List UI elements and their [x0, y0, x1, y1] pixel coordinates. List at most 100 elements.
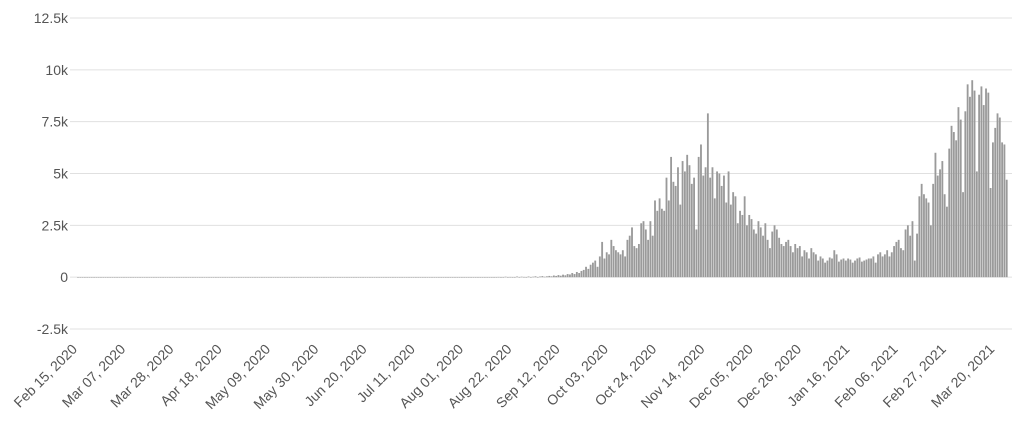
bar — [621, 250, 624, 278]
bar — [814, 254, 817, 278]
bar — [672, 181, 675, 278]
bar — [610, 239, 613, 278]
bar — [764, 223, 767, 278]
bar — [523, 276, 525, 278]
bar — [520, 276, 523, 278]
bar — [256, 277, 259, 278]
bar — [456, 277, 459, 278]
bar — [171, 277, 174, 278]
bar — [150, 277, 153, 278]
bar — [472, 277, 475, 278]
bar — [359, 277, 362, 278]
bar — [711, 167, 714, 278]
bar — [410, 277, 413, 278]
bar — [352, 277, 355, 278]
bar — [109, 277, 112, 278]
bar — [536, 277, 539, 278]
bar — [635, 248, 638, 278]
bar — [490, 277, 493, 278]
bar — [334, 277, 337, 278]
bar — [532, 276, 535, 278]
bar — [148, 277, 151, 278]
bar — [998, 117, 1001, 278]
bar — [746, 225, 748, 278]
bar — [810, 248, 813, 278]
bar — [939, 169, 941, 278]
bar — [231, 277, 233, 278]
bar — [674, 185, 677, 278]
bar — [226, 277, 229, 278]
bar — [817, 260, 820, 278]
bar — [405, 277, 408, 278]
bar — [955, 140, 958, 278]
bar — [759, 227, 762, 278]
bar — [288, 277, 291, 278]
bar — [79, 277, 82, 278]
bar — [649, 221, 652, 278]
bar — [1001, 142, 1004, 278]
bar — [994, 127, 997, 278]
bar — [357, 277, 360, 278]
bar — [283, 277, 286, 278]
bar — [916, 233, 918, 278]
bar — [327, 277, 330, 278]
bar — [488, 277, 491, 278]
bar — [819, 256, 822, 278]
bar — [295, 277, 298, 278]
bar — [562, 274, 564, 278]
bar — [700, 144, 702, 278]
bar — [198, 277, 201, 278]
bar — [980, 86, 983, 278]
bar — [106, 277, 109, 278]
bar — [208, 277, 210, 278]
bar — [433, 277, 436, 278]
bar — [497, 276, 500, 278]
bar — [785, 241, 787, 278]
bar — [734, 196, 737, 278]
bar — [249, 277, 252, 278]
bar — [573, 274, 576, 278]
bar — [932, 183, 935, 278]
bar — [550, 276, 553, 278]
bar — [343, 277, 346, 278]
bar — [454, 277, 456, 278]
bar — [323, 277, 325, 278]
bar — [332, 277, 335, 278]
bar — [985, 88, 987, 278]
bar — [152, 277, 155, 278]
bar — [858, 257, 861, 278]
bar — [139, 277, 141, 278]
bar — [95, 277, 98, 278]
bar — [398, 277, 401, 278]
bar — [865, 259, 868, 278]
bar — [300, 277, 302, 278]
bar — [228, 277, 231, 278]
bar — [686, 154, 689, 278]
bar — [233, 277, 236, 278]
bar — [964, 111, 967, 278]
bar — [302, 277, 305, 278]
bar — [943, 194, 946, 278]
bar — [180, 277, 183, 278]
bar — [500, 277, 502, 278]
bar — [548, 275, 551, 278]
bar — [474, 277, 477, 278]
y-tick-label: 0 — [60, 269, 68, 285]
bar — [683, 171, 686, 278]
bar — [270, 277, 273, 278]
bar — [909, 235, 912, 278]
bar — [194, 277, 197, 278]
bar — [762, 235, 764, 278]
bar — [913, 260, 916, 278]
bar — [341, 277, 344, 278]
bar — [111, 277, 114, 278]
bar — [957, 107, 960, 278]
bar — [493, 277, 496, 278]
bar — [506, 277, 509, 278]
bar — [826, 260, 829, 278]
bar — [263, 277, 266, 278]
bar — [578, 273, 581, 278]
bar — [134, 277, 137, 278]
bar — [541, 276, 544, 278]
bar — [886, 250, 889, 278]
